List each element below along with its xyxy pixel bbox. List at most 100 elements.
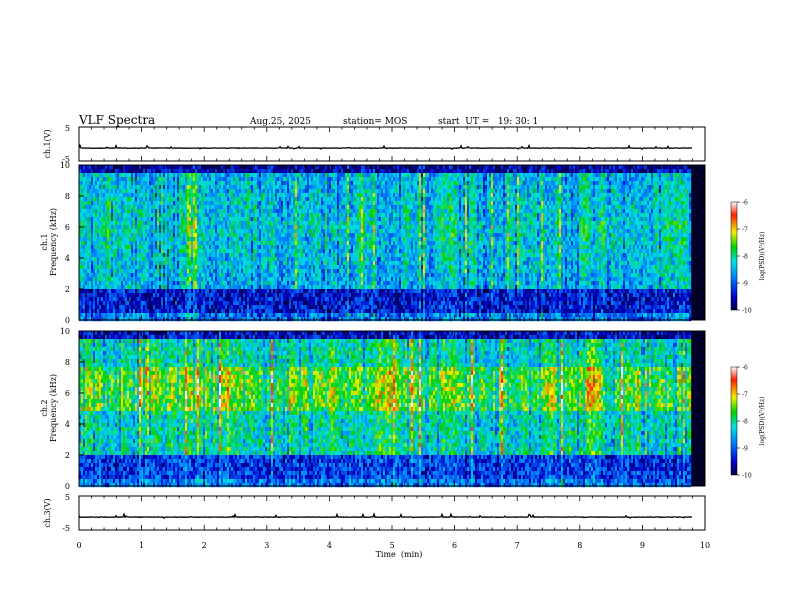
- spectrogram-cell: [215, 277, 218, 282]
- spectrogram-cell: [239, 301, 242, 306]
- spectrogram-cell: [109, 281, 112, 286]
- spectrogram-cell: [203, 229, 206, 234]
- spectrogram-cell: [233, 273, 236, 278]
- spectrogram-cell: [301, 241, 304, 246]
- spectrogram-cell: [169, 285, 172, 290]
- spectrogram-cell: [217, 309, 220, 314]
- spectrogram-cell: [113, 285, 116, 290]
- spectrogram-cell: [323, 273, 326, 278]
- spectrogram-cell: [189, 173, 192, 178]
- spectrogram-cell: [325, 197, 328, 202]
- spectrogram-cell: [251, 269, 254, 274]
- spectrogram-cell: [185, 217, 188, 222]
- spectrogram-cell: [305, 201, 308, 206]
- spectrogram-cell: [305, 189, 308, 194]
- spectrogram-cell: [301, 293, 304, 298]
- spectrogram-cell: [89, 173, 92, 178]
- spectrogram-cell: [107, 289, 110, 294]
- spectrogram-cell: [257, 209, 260, 214]
- spectrogram-cell: [227, 289, 230, 294]
- spectrogram-cell: [217, 289, 220, 294]
- spectrogram-cell: [155, 277, 158, 282]
- spectrogram-cell: [251, 221, 254, 226]
- spectrogram-cell: [319, 221, 322, 226]
- spectrogram-cell: [279, 289, 282, 294]
- spectrogram-cell: [247, 269, 250, 274]
- spectrogram-cell: [219, 293, 222, 298]
- spectrogram-cell: [153, 249, 156, 254]
- spectrogram-cell: [311, 273, 314, 278]
- spectrogram-cell: [265, 301, 268, 306]
- spectrogram-cell: [315, 213, 318, 218]
- spectrogram-cell: [315, 165, 318, 170]
- spectrogram-cell: [83, 201, 86, 206]
- spectrogram-cell: [129, 201, 132, 206]
- spectrogram-cell: [243, 293, 246, 298]
- spectrogram-cell: [233, 209, 236, 214]
- spectrogram-cell: [133, 297, 136, 302]
- spectrogram-cell: [193, 225, 196, 230]
- spectrogram-cell: [243, 225, 246, 230]
- spectrogram-cell: [99, 281, 102, 286]
- spectrogram-cell: [191, 261, 194, 266]
- spectrogram-cell: [205, 265, 208, 270]
- spectrogram-cell: [247, 193, 250, 198]
- spectrogram-cell: [161, 253, 164, 258]
- spectrogram-cell: [291, 281, 294, 286]
- spectrogram-cell: [217, 233, 220, 238]
- spectrogram-cell: [205, 169, 208, 174]
- spectrogram-cell: [247, 289, 250, 294]
- spectrogram-cell: [259, 265, 262, 270]
- spectrogram-cell: [89, 273, 92, 278]
- spectrogram-cell: [129, 293, 132, 298]
- spectrogram-cell: [213, 181, 216, 186]
- spectrogram-cell: [245, 173, 248, 178]
- spectrogram-cell: [155, 197, 158, 202]
- spectrogram-cell: [117, 249, 120, 254]
- spectrogram-cell: [157, 273, 160, 278]
- spectrogram-cell: [253, 305, 256, 310]
- spectrogram-cell: [221, 217, 224, 222]
- spectrogram-cell: [241, 313, 244, 318]
- spectrogram-cell: [229, 293, 232, 298]
- spectrogram-cell: [285, 293, 288, 298]
- spectrogram-cell: [267, 177, 270, 182]
- spectrogram-cell: [117, 185, 120, 190]
- spectrogram-cell: [161, 205, 164, 210]
- spectrogram-cell: [319, 309, 322, 314]
- spectrogram-cell: [101, 213, 104, 218]
- spectrogram-cell: [193, 169, 196, 174]
- spectrogram-cell: [329, 297, 332, 302]
- spectrogram-cell: [313, 189, 316, 194]
- spectrogram-cell: [325, 269, 328, 274]
- spectrogram-cell: [297, 281, 300, 286]
- spectrogram-cell: [209, 281, 212, 286]
- spectrogram-cell: [117, 257, 120, 262]
- spectrogram-cell: [259, 225, 262, 230]
- spectrogram-cell: [271, 313, 274, 318]
- spectrogram-cell: [213, 269, 216, 274]
- spectrogram-cell: [93, 201, 96, 206]
- spectrogram-cell: [329, 221, 332, 226]
- spectrogram-cell: [205, 185, 208, 190]
- spectrogram-cell: [89, 225, 92, 230]
- spectrogram-cell: [83, 269, 86, 274]
- spectrogram-cell: [127, 241, 130, 246]
- spectrogram-cell: [111, 217, 114, 222]
- spectrogram-cell: [83, 185, 86, 190]
- spectrogram-cell: [277, 201, 280, 206]
- spectrogram-cell: [199, 241, 202, 246]
- spectrogram-cell: [299, 201, 302, 206]
- spectrogram-cell: [215, 213, 218, 218]
- spectrogram-cell: [177, 201, 180, 206]
- spectrogram-cell: [285, 289, 288, 294]
- spectrogram-cell: [239, 261, 242, 266]
- spectrogram-cell: [331, 293, 334, 298]
- spectrogram-cell: [231, 213, 234, 218]
- spectrogram-cell: [147, 181, 150, 186]
- spectrogram-cell: [303, 173, 306, 178]
- spectrogram-cell: [111, 265, 114, 270]
- spectrogram-cell: [91, 217, 94, 222]
- spectrogram-cell: [303, 185, 306, 190]
